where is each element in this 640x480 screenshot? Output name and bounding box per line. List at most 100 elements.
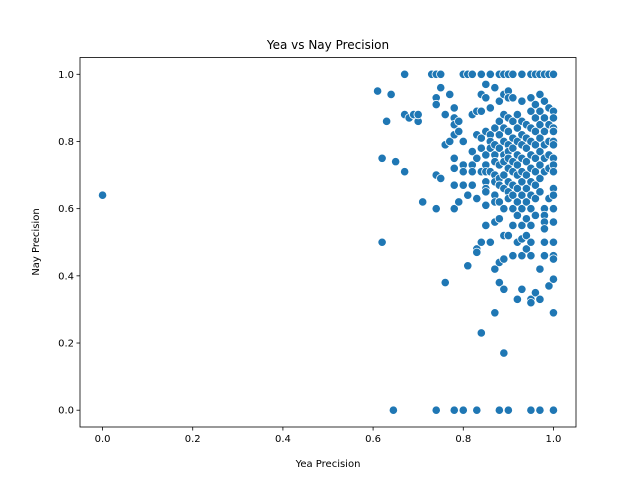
data-point: [548, 405, 559, 415]
data-point: [521, 143, 532, 153]
data-point: [472, 153, 482, 163]
data-point: [526, 405, 536, 415]
data-point: [526, 237, 536, 247]
data-point: [431, 204, 441, 214]
data-point: [512, 110, 522, 120]
data-point: [539, 224, 550, 234]
data-point: [467, 146, 477, 157]
data-point: [530, 140, 541, 150]
data-point: [535, 160, 545, 170]
points-layer: [97, 69, 559, 415]
data-point: [431, 405, 441, 415]
y-axis-label: Nay Precision: [31, 208, 42, 275]
data-point: [526, 204, 536, 214]
data-point: [517, 204, 527, 214]
data-point: [526, 106, 536, 116]
x-axis: 0.0 0.2 0.4 0.6 0.8 1.0: [95, 427, 562, 445]
data-point: [548, 69, 559, 79]
data-point: [548, 204, 559, 214]
data-point: [530, 167, 541, 177]
data-point: [512, 294, 522, 304]
data-point: [481, 93, 491, 103]
data-point: [499, 204, 509, 214]
data-point: [476, 69, 486, 79]
data-point: [544, 281, 554, 291]
x-tick-label: 0.2: [185, 434, 201, 445]
data-point: [436, 69, 446, 79]
data-point: [526, 298, 536, 308]
data-point: [458, 167, 468, 177]
data-point: [449, 405, 459, 415]
data-point: [436, 83, 446, 93]
data-point: [530, 180, 541, 190]
data-point: [539, 126, 550, 136]
data-point: [521, 183, 532, 194]
data-point: [481, 150, 491, 160]
data-point: [391, 157, 401, 167]
x-tick-label: 0.0: [95, 434, 111, 445]
data-point: [476, 106, 486, 116]
data-point: [400, 167, 410, 177]
data-point: [490, 308, 500, 318]
data-point: [454, 197, 464, 207]
data-point: [530, 210, 541, 220]
data-point: [467, 69, 477, 79]
data-point: [535, 133, 545, 143]
data-point: [521, 244, 532, 254]
data-point: [485, 237, 495, 247]
data-point: [436, 173, 446, 184]
data-point: [548, 254, 559, 264]
data-point: [548, 274, 559, 284]
data-point: [530, 193, 541, 204]
data-point: [530, 153, 541, 163]
data-point: [481, 200, 491, 210]
data-point: [449, 180, 459, 190]
data-point: [481, 79, 491, 89]
data-point: [526, 251, 536, 261]
data-point: [512, 197, 522, 207]
data-point: [539, 96, 550, 106]
data-point: [377, 237, 387, 247]
data-point: [548, 167, 559, 177]
data-point: [449, 163, 459, 173]
data-point: [388, 405, 398, 415]
data-point: [382, 116, 392, 126]
data-point: [548, 190, 559, 200]
data-point: [372, 86, 383, 96]
chart-title: Yea vs Nay Precision: [266, 38, 389, 52]
x-tick-label: 1.0: [546, 434, 562, 445]
data-point: [517, 284, 527, 294]
data-point: [517, 251, 527, 261]
data-point: [458, 405, 468, 415]
y-tick-label: 1.0: [58, 70, 74, 81]
data-point: [503, 405, 513, 415]
data-point: [377, 153, 387, 163]
data-point: [386, 89, 396, 100]
data-point: [472, 405, 482, 415]
data-point: [535, 146, 545, 157]
x-tick-label: 0.8: [455, 434, 471, 445]
data-point: [521, 197, 532, 207]
data-point: [503, 230, 513, 241]
data-point: [440, 277, 450, 288]
data-point: [481, 187, 491, 197]
data-point: [508, 220, 518, 231]
data-point: [535, 173, 545, 184]
data-point: [449, 204, 459, 214]
data-point: [476, 143, 486, 153]
data-point: [472, 193, 482, 204]
data-point: [494, 214, 504, 224]
data-point: [494, 143, 504, 153]
data-point: [481, 220, 491, 231]
data-point: [539, 251, 550, 261]
data-point: [472, 247, 482, 257]
y-tick-label: 0.6: [58, 204, 74, 215]
data-point: [458, 136, 468, 147]
data-point: [467, 180, 477, 190]
data-point: [535, 120, 545, 130]
data-point: [454, 116, 464, 126]
data-point: [548, 237, 559, 247]
data-point: [521, 157, 532, 167]
y-tick-label: 0.2: [58, 339, 74, 350]
data-point: [548, 140, 559, 150]
